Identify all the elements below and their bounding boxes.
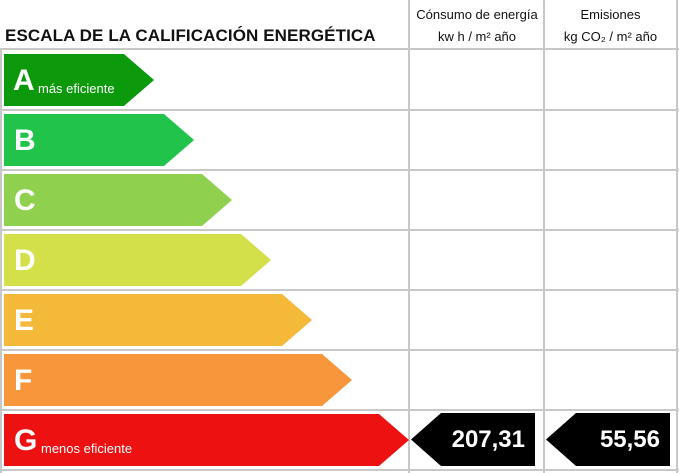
energy-band-arrow [4,354,352,406]
grid-line-left [0,48,2,473]
energy-band-caption: más eficiente [38,81,115,96]
energy-band-letter: F [14,364,33,397]
energy-band-letter: G [14,424,38,457]
energy-band-letter: B [14,124,36,157]
energy-band-letter: A [13,64,35,97]
emisiones-value: 55,56 [599,425,660,453]
column-header-consumo-title: Cónsumo de energía [416,7,538,22]
consumo-indicator-arrow [411,413,535,466]
emisiones-rating-indicator: 55,56 [546,413,670,466]
energy-band-arrow [4,174,232,226]
grid-line-col2 [543,0,545,473]
energy-band-c: C [4,174,232,226]
energy-band-arrow [4,54,154,106]
energy-band-letter: D [14,244,36,277]
column-header-consumo: Cónsumo de energía kw h / m² año [408,4,546,48]
energy-band-letter: C [14,184,36,217]
energy-band-arrow [4,294,312,346]
grid-line-right [676,0,678,473]
column-header-emisiones-title: Emisiones [580,7,641,22]
energy-band-letter: E [14,304,35,337]
energy-band-b: B [4,114,194,166]
column-header-emisiones: Emisiones kg CO₂ / m² año [544,4,677,48]
grid-line-top [0,48,679,50]
grid-line-bottom [0,469,679,471]
energy-band-f: F [4,354,352,406]
grid-line-row1 [0,109,679,111]
grid-line-row2 [0,169,679,171]
energy-band-arrow [4,114,194,166]
emisiones-indicator-arrow [546,413,670,466]
grid-line-col1 [408,0,410,473]
grid-line-row5 [0,349,679,351]
energy-band-arrow [4,414,409,466]
consumo-rating-indicator: 207,31 [411,413,535,466]
grid-line-row6 [0,409,679,411]
column-header-consumo-unit: kw h / m² año [437,29,517,44]
energy-band-caption: menos eficiente [41,441,133,456]
column-header-emisiones-unit: kg CO₂ / m² año [563,29,658,44]
page-title: ESCALA DE LA CALIFICACIÓN ENERGÉTICA [5,26,376,45]
energy-band-arrow [4,234,271,286]
energy-band-e: E [4,294,312,346]
grid-line-row3 [0,229,679,231]
energy-band-d: D [4,234,271,286]
consumo-value: 207,31 [451,425,525,453]
grid-line-row4 [0,289,679,291]
